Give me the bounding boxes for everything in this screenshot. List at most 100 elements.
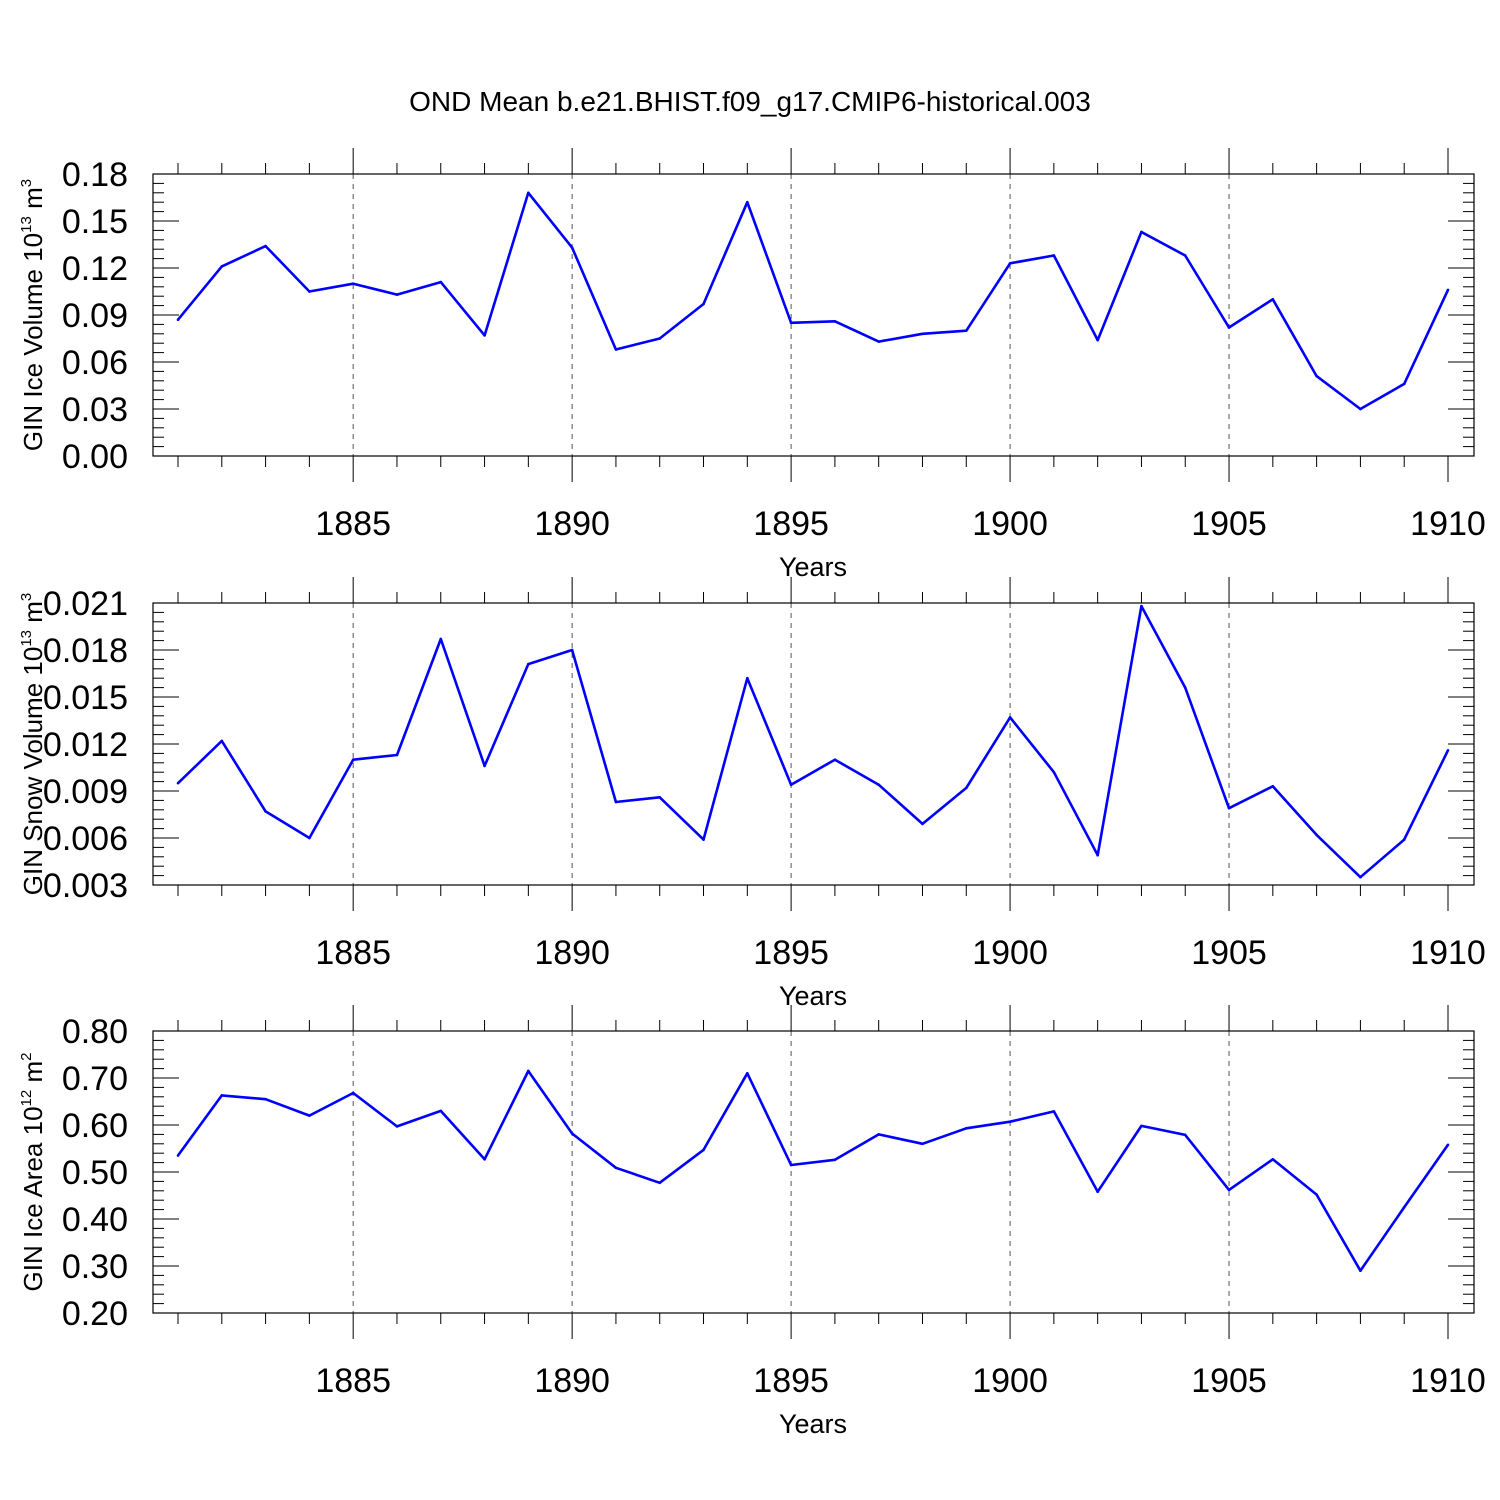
data-point bbox=[921, 1142, 924, 1146]
data-point bbox=[527, 662, 530, 666]
data-point bbox=[264, 244, 267, 248]
data-point bbox=[1008, 716, 1012, 719]
data-point bbox=[220, 265, 224, 268]
data-point bbox=[614, 800, 618, 804]
y-tick-label: 0.009 bbox=[43, 773, 128, 811]
data-point bbox=[1271, 785, 1275, 788]
x-axis-title: Years bbox=[779, 552, 847, 582]
data-point bbox=[1359, 407, 1362, 411]
x-tick-label: 1890 bbox=[534, 934, 610, 972]
x-tick-label: 1895 bbox=[753, 505, 829, 543]
x-tick-label: 1895 bbox=[753, 1362, 829, 1400]
data-point bbox=[1446, 1143, 1450, 1147]
data-point bbox=[702, 302, 705, 306]
data-point bbox=[658, 337, 662, 340]
data-point bbox=[1140, 1124, 1143, 1128]
data-point bbox=[483, 764, 486, 768]
data-point bbox=[264, 810, 267, 813]
y-tick-label: 0.60 bbox=[62, 1107, 128, 1145]
data-point bbox=[1227, 326, 1231, 329]
x-tick-label: 1885 bbox=[315, 934, 391, 972]
data-point bbox=[1183, 1133, 1187, 1137]
data-point bbox=[789, 1163, 793, 1167]
data-point bbox=[220, 1094, 224, 1097]
chart-title: OND Mean b.e21.BHIST.f09_g17.CMIP6-histo… bbox=[409, 86, 1091, 117]
data-point bbox=[439, 1109, 443, 1113]
data-point bbox=[1446, 748, 1450, 752]
x-axis-title: Years bbox=[779, 1409, 847, 1439]
data-point bbox=[308, 290, 311, 293]
data-point bbox=[1140, 604, 1143, 608]
data-point bbox=[395, 753, 399, 757]
data-point bbox=[1359, 1269, 1362, 1272]
data-point bbox=[964, 1126, 968, 1130]
y-tick-label: 0.12 bbox=[62, 250, 128, 288]
data-point bbox=[877, 340, 880, 343]
data-point bbox=[789, 321, 793, 325]
data-point bbox=[308, 1114, 311, 1117]
y-tick-label: 0.15 bbox=[62, 203, 128, 241]
data-point bbox=[921, 822, 924, 826]
y-tick-label: 0.00 bbox=[62, 438, 128, 476]
x-tick-label: 1890 bbox=[534, 505, 610, 543]
data-point bbox=[395, 293, 399, 296]
data-point bbox=[921, 332, 924, 336]
series-line bbox=[177, 604, 1450, 879]
series-line bbox=[176, 1069, 1450, 1272]
data-point bbox=[702, 1148, 705, 1152]
y-tick-label: 0.70 bbox=[62, 1060, 128, 1098]
data-point bbox=[1271, 298, 1275, 301]
y-tick-label: 0.006 bbox=[43, 820, 128, 858]
data-point bbox=[1183, 686, 1187, 689]
x-tick-label: 1885 bbox=[315, 505, 391, 543]
y-tick-label: 0.012 bbox=[43, 726, 128, 764]
x-tick-label: 1900 bbox=[972, 1362, 1048, 1400]
panel-2: 1885 1890 1895 1900 1905 1910 Years 0.003 0.006 0… bbox=[18, 577, 1486, 1011]
x-tick-label: 1910 bbox=[1410, 505, 1486, 543]
data-point bbox=[176, 781, 180, 785]
y-tick-label: 0.40 bbox=[62, 1201, 128, 1239]
x-tick-label: 1885 bbox=[315, 1362, 391, 1400]
plot-frame bbox=[152, 1030, 1475, 1314]
data-point bbox=[746, 676, 749, 680]
data-point bbox=[1227, 1188, 1231, 1192]
data-point bbox=[1359, 875, 1362, 879]
data-point bbox=[658, 1181, 662, 1185]
data-point bbox=[176, 1154, 180, 1157]
data-point bbox=[1183, 254, 1187, 257]
data-point bbox=[439, 637, 443, 641]
data-point bbox=[833, 758, 837, 761]
series-line bbox=[176, 191, 1450, 411]
data-point bbox=[877, 1133, 880, 1136]
data-point bbox=[1052, 770, 1056, 774]
data-point bbox=[351, 758, 355, 761]
data-point bbox=[614, 348, 618, 351]
data-point bbox=[439, 280, 443, 284]
data-point bbox=[1096, 338, 1099, 342]
data-point bbox=[527, 1069, 530, 1073]
data-point bbox=[1402, 1205, 1406, 1209]
y-tick-label: 0.06 bbox=[62, 344, 128, 382]
x-tick-label: 1910 bbox=[1410, 934, 1486, 972]
data-point bbox=[614, 1166, 618, 1170]
data-point bbox=[1446, 288, 1450, 292]
data-point bbox=[1402, 838, 1406, 841]
data-point bbox=[1402, 382, 1406, 386]
data-point bbox=[964, 786, 968, 790]
x-tick-label: 1910 bbox=[1410, 1362, 1486, 1400]
y-axis-title: GIN Ice Volume 1013 m3 bbox=[18, 179, 48, 451]
plot-frame bbox=[152, 173, 1475, 457]
data-point bbox=[1052, 1110, 1056, 1113]
data-point bbox=[1271, 1158, 1275, 1161]
y-tick-label: 0.30 bbox=[62, 1248, 128, 1286]
data-point bbox=[746, 1072, 749, 1075]
data-point bbox=[351, 1091, 355, 1095]
data-point bbox=[1315, 374, 1318, 378]
data-point bbox=[1096, 1190, 1099, 1194]
y-tick-label: 0.018 bbox=[43, 632, 128, 670]
data-point bbox=[789, 783, 793, 787]
y-tick-label: 0.50 bbox=[62, 1154, 128, 1192]
data-point bbox=[1315, 1193, 1318, 1196]
data-point bbox=[1315, 833, 1318, 837]
